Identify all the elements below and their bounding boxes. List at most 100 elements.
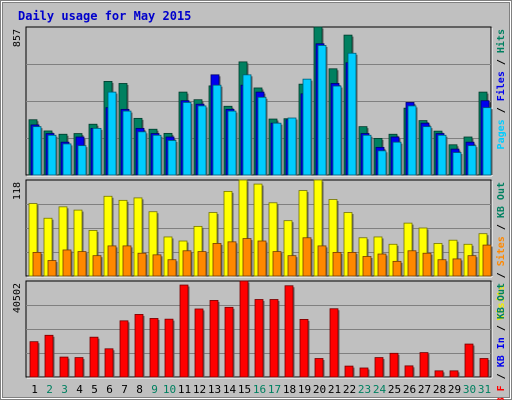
day-18-bars — [284, 285, 295, 378]
x-tick-label: 26 — [403, 383, 416, 396]
day-27-bars — [418, 120, 433, 176]
bar-kb-f-fill — [359, 367, 369, 378]
bar-kb-f — [149, 318, 160, 378]
legend-entry: Visits — [495, 284, 507, 320]
panel-1: 857 Pages / Files / Hits — [12, 26, 507, 177]
legend-entry: Sites — [495, 236, 507, 266]
bar-sites-fill — [272, 251, 282, 277]
day-30-bars — [464, 343, 475, 378]
x-tick-label: 21 — [328, 383, 341, 396]
bar-pages — [347, 52, 358, 176]
bar-pages-fill — [77, 145, 87, 176]
day-11-bars — [178, 91, 193, 176]
bar-sites-fill — [212, 243, 222, 277]
x-tick-label: 1 — [31, 383, 38, 396]
bar-kb-f-fill — [44, 334, 54, 378]
legend-entry: / — [496, 53, 507, 71]
bar-kb-f-fill — [209, 300, 219, 378]
day-29-bars — [448, 144, 463, 176]
day-26-bars — [403, 222, 418, 277]
bar-sites — [167, 259, 178, 277]
x-tick-label: 24 — [373, 383, 387, 396]
bar-kb-f — [449, 370, 460, 378]
x-tick-label: 5 — [91, 383, 98, 396]
bar-pages-fill — [242, 74, 252, 176]
bar-sites-fill — [302, 237, 312, 277]
x-tick-label: 25 — [388, 383, 401, 396]
day-30-bars — [463, 243, 478, 277]
bar-pages — [302, 78, 313, 176]
bar-sites — [122, 245, 133, 277]
bar-sites — [302, 237, 313, 277]
legend-entry: KB Out — [496, 283, 507, 319]
bar-kb-f-fill — [344, 365, 354, 378]
x-tick-label: 14 — [223, 383, 237, 396]
day-4-bars — [73, 133, 88, 176]
bar-pages — [437, 134, 448, 176]
bar-sites-fill — [482, 244, 492, 277]
bar-pages-fill — [47, 134, 57, 176]
day-10-bars — [163, 236, 178, 277]
x-tick-label: 29 — [448, 383, 461, 396]
bar-pages — [182, 102, 193, 176]
day-23-bars — [358, 237, 373, 277]
bar-sites-fill — [257, 240, 267, 277]
bar-pages-fill — [482, 107, 492, 176]
day-22-bars — [343, 212, 358, 277]
x-tick-label: 30 — [463, 383, 476, 396]
bar-kb-f — [254, 299, 265, 378]
bar-kb-f-fill — [89, 336, 99, 378]
bar-pages-fill — [32, 126, 42, 176]
day-24-bars — [373, 236, 388, 277]
bar-pages-fill — [197, 105, 207, 176]
day-13-bars — [208, 74, 223, 176]
x-tick-label: 10 — [163, 383, 176, 396]
day-5-bars — [88, 230, 103, 277]
bar-pages-fill — [362, 134, 372, 176]
bar-kb-f — [284, 285, 295, 378]
bar-sites — [437, 259, 448, 277]
bar-pages — [242, 74, 253, 176]
bar-pages-fill — [332, 85, 342, 176]
day-8-bars — [133, 117, 148, 176]
day-7-bars — [118, 83, 133, 176]
bar-sites — [242, 238, 253, 277]
day-24-bars — [374, 357, 385, 378]
day-9-bars — [148, 211, 163, 277]
bar-pages — [407, 105, 418, 176]
panel-bars — [29, 280, 490, 378]
legend-entry: Pages — [496, 119, 507, 149]
bar-sites — [77, 251, 88, 277]
day-28-bars — [434, 370, 445, 378]
bar-sites-fill — [77, 251, 87, 277]
legend-entry: / — [496, 319, 507, 337]
bar-pages-fill — [107, 91, 117, 176]
bar-sites-fill — [392, 260, 402, 277]
panel-bars — [28, 26, 493, 176]
bar-pages — [167, 140, 178, 176]
bar-pages — [287, 117, 298, 176]
bar-pages — [107, 91, 118, 176]
day-27-bars — [419, 352, 430, 378]
bar-sites-fill — [242, 238, 252, 277]
bar-sites-fill — [227, 241, 237, 277]
legend-entry: Hits — [495, 29, 507, 53]
bar-sites-fill — [47, 260, 57, 277]
bar-sites-fill — [407, 250, 417, 277]
day-6-bars — [103, 80, 118, 176]
day-21-bars — [329, 308, 340, 378]
bar-sites-fill — [332, 252, 342, 277]
day-22-bars — [343, 34, 358, 176]
day-16-bars — [254, 299, 265, 378]
day-14-bars — [223, 105, 238, 176]
day-26-bars — [403, 102, 418, 176]
bar-kb-f — [194, 308, 205, 378]
bar-kb-f — [464, 343, 475, 378]
legend-entry: / — [496, 101, 507, 119]
bar-kb-f — [209, 300, 220, 378]
bar-sites — [32, 252, 43, 277]
bar-pages-fill — [467, 145, 477, 176]
legend-entry: Files — [495, 71, 507, 101]
